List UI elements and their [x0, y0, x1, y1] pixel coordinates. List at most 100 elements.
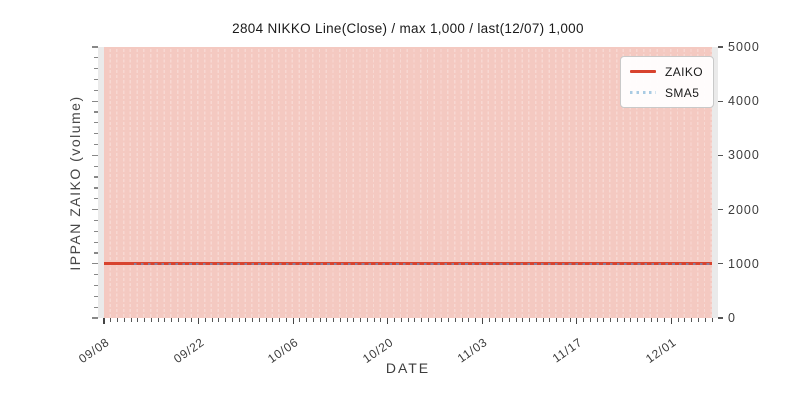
- x-minor-tick: [623, 318, 625, 322]
- x-minor-tick: [299, 318, 301, 322]
- y-left-minor-tick: [94, 284, 98, 287]
- legend-label-zaiko: ZAIKO: [664, 64, 703, 79]
- y-left-minor-tick: [92, 263, 98, 265]
- x-minor-tick: [265, 318, 267, 322]
- x-minor-tick: [502, 318, 504, 322]
- y-major-tick: [718, 263, 723, 265]
- x-minor-tick: [711, 318, 713, 322]
- x-minor-tick: [556, 318, 558, 322]
- y-tick-label: 3000: [728, 148, 760, 163]
- y-left-minor-tick: [94, 143, 98, 146]
- y-left-minor-tick: [94, 198, 98, 200]
- zaiko-line-swatch-icon: [629, 70, 656, 73]
- x-minor-tick: [522, 318, 524, 322]
- legend-entry-zaiko: ZAIKO: [629, 64, 703, 79]
- x-minor-tick: [272, 318, 274, 322]
- x-minor-tick: [461, 318, 463, 322]
- x-minor-tick: [549, 318, 551, 322]
- y-left-minor-tick: [94, 241, 98, 243]
- x-minor-tick: [495, 318, 497, 322]
- x-minor-tick: [144, 318, 146, 322]
- y-tick-label: 5000: [728, 40, 760, 54]
- x-minor-tick: [515, 318, 517, 322]
- x-minor-tick: [171, 318, 173, 322]
- x-minor-tick: [454, 318, 456, 322]
- y-major-tick: [718, 100, 723, 102]
- x-minor-tick: [630, 318, 632, 322]
- x-minor-tick: [306, 318, 308, 322]
- x-minor-tick: [664, 318, 666, 322]
- y-tick-label: 0: [728, 311, 736, 325]
- x-minor-tick: [677, 318, 679, 322]
- x-minor-tick: [684, 318, 686, 322]
- x-axis-label: DATE: [385, 360, 431, 376]
- x-minor-tick: [225, 318, 227, 322]
- y-left-minor-tick: [94, 176, 98, 178]
- x-major-tick: [576, 318, 578, 324]
- x-major-tick: [481, 318, 483, 324]
- y-left-minor-tick: [94, 295, 98, 297]
- x-minor-tick: [508, 318, 510, 322]
- sma5-series-dotted-line: [134, 262, 712, 266]
- y-left-minor-tick: [94, 68, 98, 70]
- x-minor-tick: [279, 318, 281, 322]
- x-minor-tick: [434, 318, 436, 322]
- x-minor-tick: [691, 318, 693, 322]
- x-minor-tick: [529, 318, 531, 322]
- y-left-minor-tick: [92, 317, 98, 319]
- x-minor-tick: [562, 318, 564, 322]
- x-minor-tick: [110, 318, 112, 322]
- x-minor-tick: [650, 318, 652, 322]
- x-minor-tick: [312, 318, 314, 322]
- x-minor-tick: [603, 318, 605, 322]
- chart-title: 2804 NIKKO Line(Close) / max 1,000 / las…: [232, 21, 584, 36]
- x-minor-tick: [191, 318, 193, 322]
- x-minor-tick: [441, 318, 443, 322]
- x-minor-tick: [164, 318, 166, 322]
- y-left-minor-tick: [94, 133, 98, 135]
- x-major-tick: [103, 318, 105, 324]
- x-minor-tick: [339, 318, 341, 322]
- y-left-minor-tick: [92, 154, 98, 156]
- x-minor-tick: [488, 318, 490, 322]
- y-axis-label: IPPAN ZAIKO (volume): [67, 95, 83, 271]
- x-minor-tick: [204, 318, 206, 322]
- x-minor-tick: [643, 318, 645, 322]
- sma5-dotted-swatch-icon: [629, 91, 656, 94]
- x-minor-tick: [252, 318, 254, 322]
- x-minor-tick: [589, 318, 591, 322]
- x-minor-tick: [130, 318, 132, 322]
- x-minor-tick: [245, 318, 247, 322]
- x-minor-tick: [150, 318, 152, 322]
- legend-label-sma5: SMA5: [664, 85, 700, 100]
- x-minor-tick: [421, 318, 422, 322]
- y-major-tick: [718, 208, 723, 211]
- y-tick-label: 2000: [728, 202, 760, 217]
- x-minor-tick: [414, 318, 416, 322]
- x-major-tick: [292, 318, 294, 324]
- x-minor-tick: [123, 318, 125, 322]
- y-left-minor-tick: [94, 165, 98, 167]
- x-minor-tick: [218, 318, 220, 322]
- x-minor-tick: [427, 318, 429, 322]
- x-minor-tick: [535, 318, 537, 322]
- x-major-tick: [387, 318, 389, 324]
- x-minor-tick: [657, 318, 659, 322]
- x-minor-tick: [184, 318, 186, 322]
- x-major-tick: [197, 318, 200, 324]
- y-left-minor-tick: [94, 187, 98, 189]
- y-tick-label: 1000: [728, 256, 760, 271]
- x-minor-tick: [346, 318, 348, 322]
- legend-entry-sma5: SMA5: [629, 85, 703, 100]
- y-major-tick: [718, 317, 723, 319]
- x-minor-tick: [400, 318, 402, 322]
- y-left-minor-tick: [92, 209, 98, 211]
- x-minor-tick: [583, 318, 585, 322]
- x-minor-tick: [353, 318, 355, 322]
- y-major-tick: [718, 46, 723, 48]
- x-minor-tick: [697, 318, 699, 322]
- y-left-minor-tick: [94, 230, 98, 232]
- x-minor-tick: [285, 318, 287, 322]
- x-minor-tick: [319, 318, 321, 322]
